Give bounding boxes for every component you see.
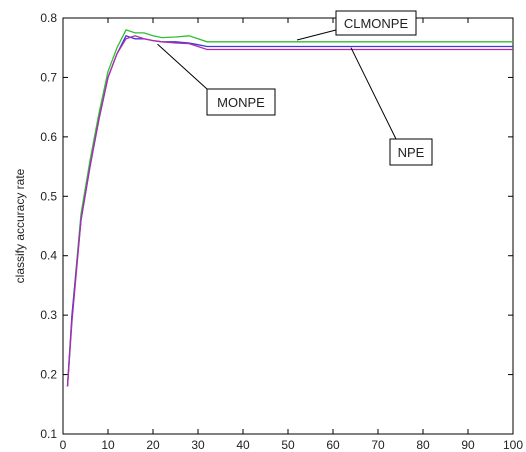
y-tick-label: 0.1 [40,427,57,441]
callout-box-npe [389,138,433,166]
callout-leader-monpe [157,43,208,90]
x-tick-label: 70 [371,438,385,452]
x-tick-label: 100 [503,438,523,452]
y-tick-label: 0.8 [40,11,57,25]
y-tick-label: 0.6 [40,130,57,144]
callout-label-npe: NPE [398,145,425,160]
y-tick-label: 0.4 [40,249,57,263]
x-tick-label: 90 [461,438,475,452]
y-tick-label: 0.3 [40,308,57,322]
x-tick-label: 50 [281,438,295,452]
callout-label-monpe: MONPE [217,95,265,110]
callout-leader-clmonpe [296,29,337,41]
tick-labels: 0 10 20 30 40 50 60 70 80 90 100 0.1 0.2 0.3 0.4 0.5 0.6… [40,11,523,452]
series-line-npe [66,35,513,387]
x-tick-label: 30 [191,438,205,452]
series-lines [66,29,513,387]
series-line-clmonpe [66,29,513,387]
y-tick-label: 0.7 [40,70,57,84]
axis-ticks [62,17,514,435]
y-axis-label: classify accuracy rate [13,168,27,283]
plot-frame [62,17,514,435]
callout-leader-npe [350,47,397,140]
x-tick-label: 60 [326,438,340,452]
x-tick-label: 20 [146,438,160,452]
callout-label-clmonpe: CLMONPE [344,16,409,31]
x-tick-label: 0 [60,438,67,452]
callout-box-clmonpe [335,10,417,36]
callouts: CLMONPE MONPE NPE [157,10,433,166]
callout-box-monpe [206,88,276,116]
x-tick-label: 10 [101,438,115,452]
x-tick-label: 80 [416,438,430,452]
y-tick-label: 0.5 [40,189,57,203]
x-tick-label: 40 [236,438,250,452]
y-tick-label: 0.2 [40,368,57,382]
